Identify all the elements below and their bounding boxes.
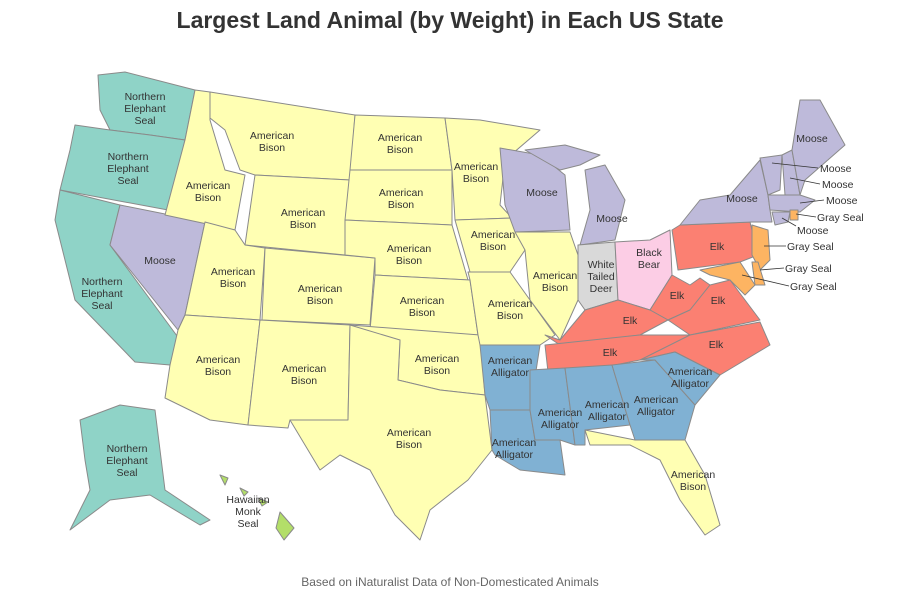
state-label: American Bison bbox=[387, 243, 432, 267]
state-label: Black Bear bbox=[636, 247, 662, 271]
state-label: American Bison bbox=[250, 130, 295, 154]
state bbox=[791, 99, 846, 196]
state-label: Elk bbox=[623, 315, 638, 327]
state bbox=[639, 351, 721, 406]
state-label: Northern Elephant Seal bbox=[81, 276, 123, 312]
state-label: American Bison bbox=[400, 295, 445, 319]
state-label: American Bison bbox=[415, 353, 460, 377]
state-label: Elk bbox=[711, 295, 726, 307]
state bbox=[579, 164, 626, 246]
state bbox=[275, 511, 295, 541]
state bbox=[699, 261, 756, 296]
state bbox=[584, 429, 721, 536]
state-label: American Bison bbox=[282, 363, 327, 387]
state bbox=[771, 211, 791, 226]
state bbox=[454, 217, 526, 273]
state-label: Moose bbox=[726, 193, 758, 205]
map-title: Largest Land Animal (by Weight) in Each … bbox=[177, 7, 724, 33]
state-label: American Bison bbox=[471, 229, 516, 253]
state-label: Elk bbox=[603, 347, 618, 359]
state bbox=[219, 474, 229, 486]
state-label: Northern Elephant Seal bbox=[106, 443, 148, 479]
labels: Northern Elephant Seal Northern Elephant Seal… bbox=[81, 91, 863, 530]
callout-line bbox=[799, 199, 825, 204]
state-label: American Bison bbox=[533, 270, 578, 294]
state bbox=[69, 404, 211, 531]
state-label: Moose bbox=[526, 187, 558, 199]
state-label: Gray Seal bbox=[787, 241, 834, 253]
state-label: Moose bbox=[822, 179, 854, 191]
state bbox=[514, 231, 579, 341]
state-label: American Alligator bbox=[668, 366, 713, 390]
state-label: Elk bbox=[710, 241, 725, 253]
state bbox=[257, 497, 269, 507]
state-label: American Bison bbox=[186, 180, 231, 204]
state bbox=[289, 324, 493, 541]
state-label: Moose bbox=[797, 225, 829, 237]
state-label: American Alligator bbox=[585, 399, 630, 423]
callout-line bbox=[771, 162, 819, 169]
state-label: American Alligator bbox=[634, 394, 679, 418]
state bbox=[444, 117, 541, 221]
state-label: Elk bbox=[670, 290, 685, 302]
state-label: American Bison bbox=[671, 469, 716, 493]
state bbox=[767, 194, 816, 213]
state bbox=[789, 209, 799, 221]
source-note: Based on iNaturalist Data of Non-Domesti… bbox=[301, 575, 598, 589]
state-label: American Bison bbox=[488, 298, 533, 322]
state-label: Gray Seal bbox=[790, 281, 837, 293]
callout-line bbox=[741, 274, 790, 287]
state-label: American Alligator bbox=[488, 355, 533, 379]
state-label: American Bison bbox=[379, 187, 424, 211]
callout-line bbox=[781, 217, 797, 227]
state-label: Hawaiian Monk Seal bbox=[226, 494, 269, 530]
state-label: American Bison bbox=[196, 354, 241, 378]
state-label: American Bison bbox=[298, 283, 343, 307]
state bbox=[759, 154, 783, 196]
state-label: Moose bbox=[820, 163, 852, 175]
state-label: Moose bbox=[596, 213, 628, 225]
state-label: American Bison bbox=[211, 266, 256, 290]
state-label: Gray Seal bbox=[785, 263, 832, 275]
state-label: Moose bbox=[144, 255, 176, 267]
state-label: Gray Seal bbox=[817, 212, 864, 224]
state bbox=[239, 487, 249, 497]
state-label: Moose bbox=[796, 133, 828, 145]
state-label: Moose bbox=[826, 195, 858, 207]
state-label: American Bison bbox=[378, 132, 423, 156]
states bbox=[54, 71, 846, 541]
state-label: Northern Elephant Seal bbox=[107, 151, 149, 187]
state-label: American Bison bbox=[281, 207, 326, 231]
callout-line bbox=[795, 213, 817, 218]
state bbox=[524, 144, 601, 171]
state bbox=[751, 224, 771, 271]
state-label: American Bison bbox=[454, 161, 499, 185]
state-label: American Bison bbox=[387, 427, 432, 451]
state-label: Northern Elephant Seal bbox=[124, 91, 166, 127]
callout-line bbox=[759, 267, 785, 271]
callout-line bbox=[789, 177, 821, 185]
state-label: White Tailed Deer bbox=[587, 259, 615, 295]
state-label: American Alligator bbox=[538, 407, 583, 431]
state-label: Elk bbox=[709, 339, 724, 351]
state-label: American Alligator bbox=[492, 437, 537, 461]
